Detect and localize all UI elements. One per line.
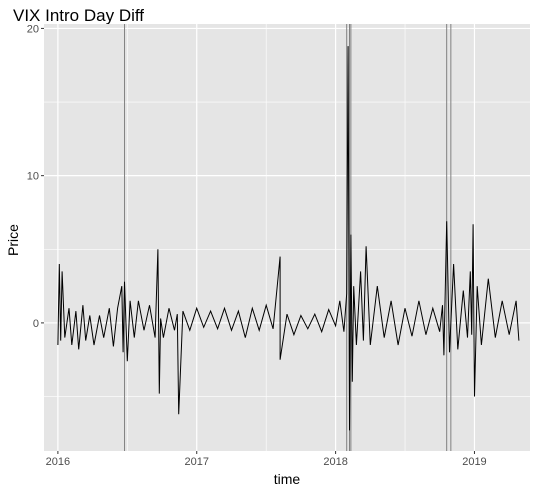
series-line [57,46,520,431]
x-axis-title: time [274,471,301,487]
y-axis-ticks: 0 10 20 [27,23,44,330]
y-tick-label: 10 [27,171,39,183]
y-axis-title: Price [5,224,21,256]
chart-title: VIX Intro Day Diff [13,6,144,25]
y-tick-label: 20 [27,23,39,35]
x-tick-label: 2019 [462,456,486,468]
x-tick-label: 2016 [46,456,70,468]
y-tick-label: 0 [33,318,39,330]
x-tick-label: 2018 [323,456,347,468]
plot-background [44,24,530,451]
x-tick-label: 2017 [185,456,209,468]
x-axis-ticks: 2016 2017 2018 2019 [46,451,487,468]
